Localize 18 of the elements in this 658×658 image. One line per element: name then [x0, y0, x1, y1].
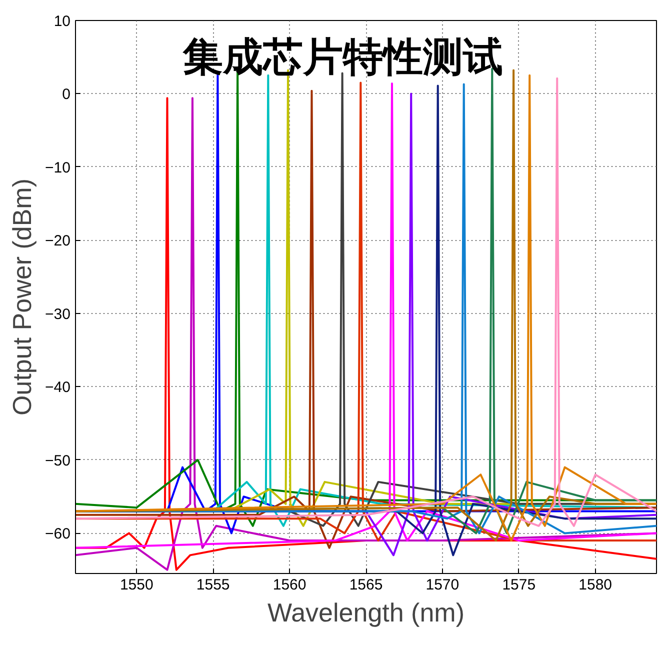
y-tick-label: −60	[45, 526, 71, 543]
y-tick-label: −10	[45, 159, 71, 176]
y-tick-label: −20	[45, 232, 71, 250]
y-tick-label: −40	[45, 379, 71, 396]
x-tick-label: 1570	[426, 576, 460, 594]
x-tick-label: 1580	[578, 576, 612, 594]
x-tick-label: 1565	[349, 576, 383, 594]
y-tick-label: −30	[45, 306, 71, 323]
y-tick-label: −50	[45, 452, 71, 470]
x-tick-label: 1555	[196, 576, 230, 594]
x-axis-title: Wavelength (nm)	[268, 598, 465, 628]
x-tick-label: 1550	[120, 576, 154, 594]
x-tick-label: 1560	[272, 576, 306, 594]
x-tick-label: 1575	[502, 576, 536, 594]
chart-title: 集成芯片特性测试	[182, 34, 504, 80]
y-tick-label: 10	[54, 13, 71, 30]
y-tick-label: 0	[62, 86, 70, 104]
y-axis-title: Output Power (dBm)	[7, 178, 38, 416]
